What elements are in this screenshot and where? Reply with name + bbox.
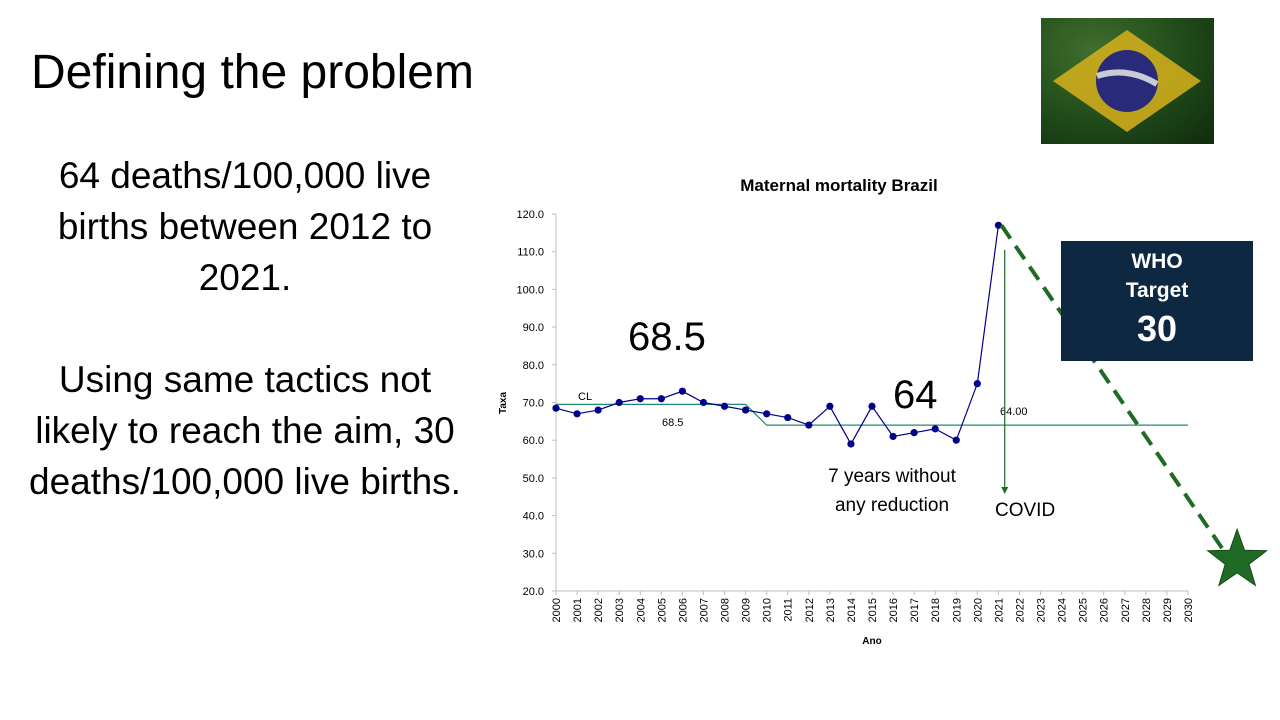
projection-dashed-line [999,224,1224,550]
y-tick-label: 120.0 [516,209,544,221]
x-tick-label: 2010 [762,598,774,622]
data-point [805,421,813,429]
covid-arrow-head [1001,486,1009,494]
body-paragraph-aim: Using same tactics not likely to reach t… [29,359,461,502]
y-tick-label: 40.0 [523,511,544,523]
data-point [868,402,876,410]
data-point [910,429,918,437]
data-point [573,410,581,418]
x-tick-label: 2021 [993,598,1005,622]
y-tick-label: 30.0 [523,548,544,560]
x-tick-label: 2023 [1036,598,1048,622]
y-tick-label: 50.0 [523,473,544,485]
data-point [594,406,602,414]
x-tick-label: 2013 [825,598,837,622]
slide-title: Defining the problem [31,46,474,99]
covid-label: COVID [995,500,1055,521]
star-icon [1206,527,1269,587]
y-tick-label: 80.0 [523,360,544,372]
y-tick-label: 70.0 [523,398,544,410]
data-point [552,404,560,412]
x-tick-label: 2003 [614,598,626,622]
x-tick-label: 2000 [551,598,563,622]
data-point [699,398,708,407]
cl1-value-label: 68.5 [662,417,683,429]
brazil-flag-icon [1041,18,1214,144]
x-tick-label: 2025 [1078,598,1090,622]
x-tick-label: 2028 [1141,598,1153,622]
who-target-box: WHO Target 30 [1061,241,1253,361]
x-tick-label: 2017 [909,598,921,622]
x-tick-label: 2015 [867,598,879,622]
data-point [720,402,729,410]
who-box-line2: Target [1125,279,1189,302]
y-tick-label: 20.0 [523,586,544,598]
y-tick-label: 100.0 [516,284,544,296]
y-axis-label: Taxa [498,392,509,414]
chart-title: Maternal mortality Brazil [740,176,937,195]
body-text: 64 deaths/100,000 live births between 20… [20,150,470,507]
data-point [657,395,665,403]
x-tick-label: 2019 [951,598,963,622]
x-tick-label: 2007 [698,598,710,622]
cl-label: CL [578,391,592,403]
x-tick-label: 2002 [593,598,605,622]
data-point [636,395,644,403]
period2-big-label: 64 [893,373,938,417]
x-tick-label: 2001 [572,598,584,622]
no-reduction-line2: any reduction [835,495,949,516]
data-point [763,410,771,418]
data-point [952,436,960,444]
x-tick-label: 2012 [804,598,816,622]
y-tick-label: 60.0 [523,435,544,447]
x-tick-label: 2020 [972,598,984,622]
y-tick-label: 90.0 [523,322,544,334]
center-line [556,403,1188,426]
data-point [931,425,939,433]
x-tick-label: 2018 [930,598,942,622]
body-paragraph-rate: 64 deaths/100,000 live births between 20… [57,155,433,298]
y-tick-label: 110.0 [517,247,544,259]
data-point [615,398,623,407]
x-tick-label: 2016 [888,598,900,622]
x-tick-label: 2004 [635,598,647,622]
data-point [889,432,897,441]
who-box-line1: WHO [1131,250,1183,273]
data-point [826,402,834,410]
x-tick-label: 2011 [783,598,795,622]
data-point [994,221,1003,229]
x-tick-label: 2026 [1099,598,1111,622]
data-point [973,380,981,388]
period1-big-label: 68.5 [628,315,706,359]
x-tick-label: 2005 [656,598,668,622]
x-tick-label: 2008 [720,598,732,622]
x-tick-label: 2029 [1162,598,1174,622]
series-line [555,225,999,446]
data-point [784,413,792,422]
x-tick-label: 2014 [846,598,858,622]
who-box-value: 30 [1136,308,1178,349]
x-tick-label: 2009 [741,598,753,622]
no-reduction-line1: 7 years without [828,466,957,487]
data-point [678,387,687,395]
cl2-value-label: 64.00 [1000,406,1028,418]
x-tick-label: 2006 [677,598,689,622]
data-point [742,406,750,414]
x-tick-label: 2022 [1014,598,1026,622]
x-tick-label: 2027 [1120,598,1132,622]
x-tick-label: 2030 [1183,598,1195,622]
x-tick-label: 2024 [1057,598,1069,622]
data-point [847,440,855,448]
x-axis-label: Ano [862,636,881,647]
